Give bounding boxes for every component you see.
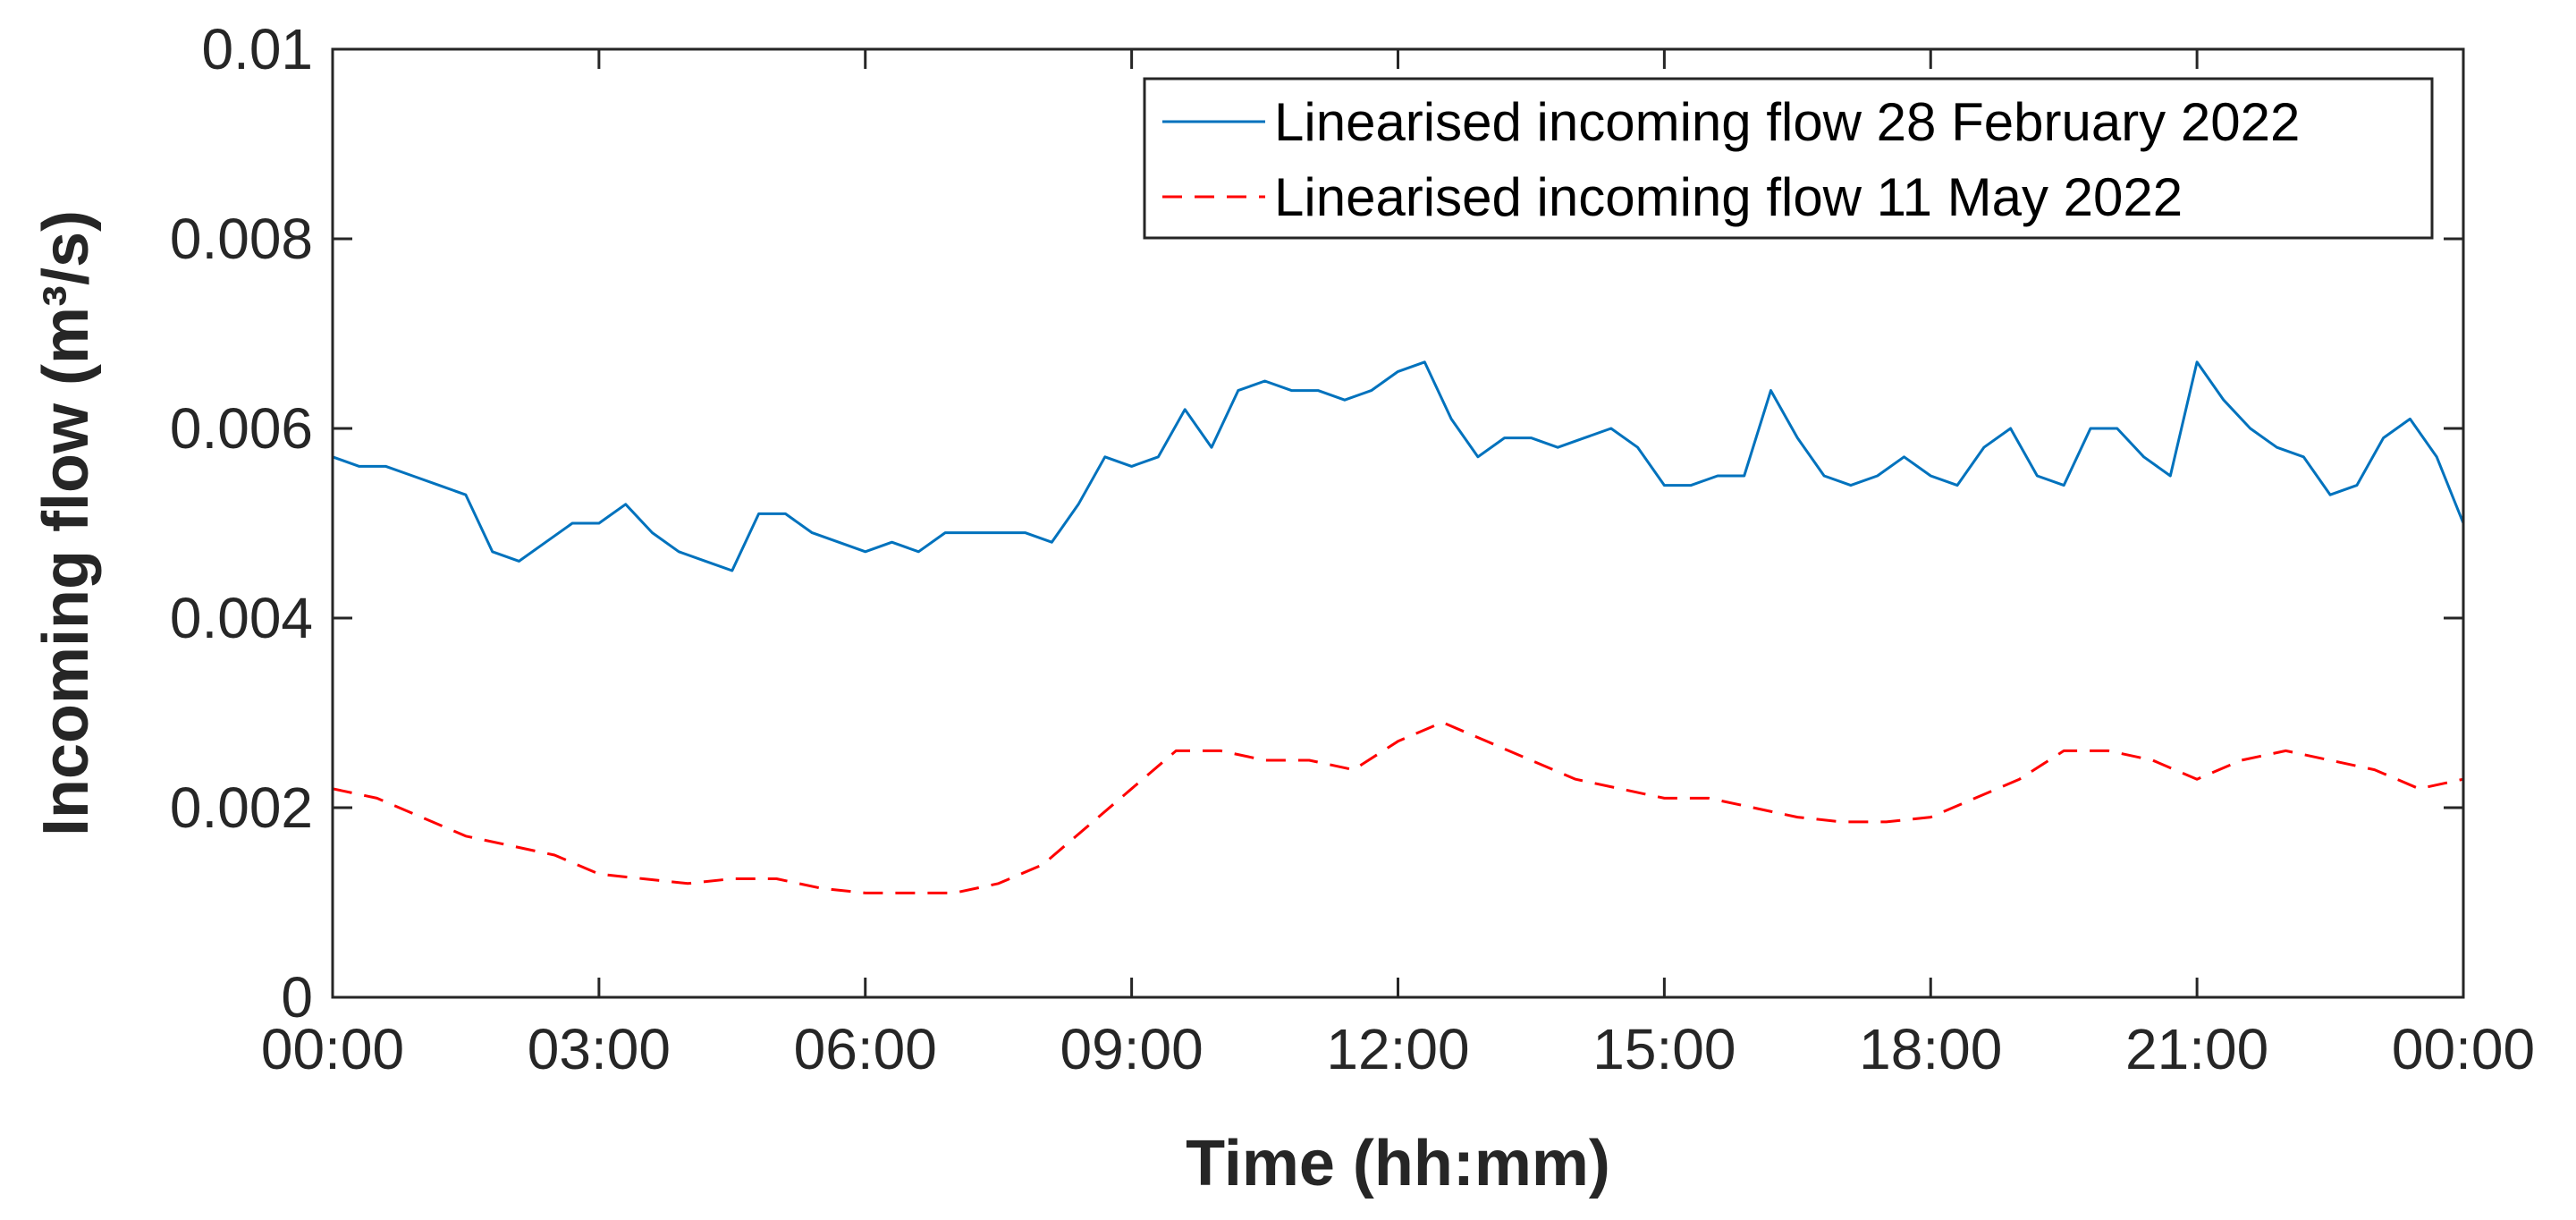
y-tick-label: 0.006 [170,396,313,461]
y-tick-label: 0.002 [170,775,313,840]
x-tick-label: 00:00 [2392,1017,2535,1081]
x-tick-label: 00:00 [261,1017,404,1081]
legend-label-may: Linearised incoming flow 11 May 2022 [1274,167,2183,227]
plot-area [332,360,2465,894]
series-line-1 [332,721,2464,894]
x-tick-label: 15:00 [1592,1017,1736,1081]
tick-labels: 00:00 03:00 06:00 09:00 12:00 15:00 18:00 21:00… [170,17,2535,1081]
x-tick-label: 09:00 [1060,1017,1204,1081]
legend: Linearised incoming flow 28 February 202… [1143,77,2434,240]
y-axis-title: Incoming flow (m³/s) [30,210,102,836]
y-tick-label: 0.01 [201,17,313,81]
x-tick-label: 12:00 [1326,1017,1469,1081]
y-tick-label: 0 [281,965,313,1029]
y-tick-label: 0.008 [170,207,313,271]
x-axis-title: Time (hh:mm) [1186,1128,1610,1199]
y-tick-label: 0.004 [170,586,313,650]
legend-label-feb: Linearised incoming flow 28 February 202… [1274,92,2300,152]
series-line-0 [332,360,2465,572]
x-tick-label: 18:00 [1859,1017,2002,1081]
x-tick-label: 21:00 [2125,1017,2268,1081]
legend-box [1143,77,2434,240]
x-tick-label: 03:00 [528,1017,671,1081]
x-tick-label: 06:00 [794,1017,937,1081]
axes-box [331,47,2465,999]
